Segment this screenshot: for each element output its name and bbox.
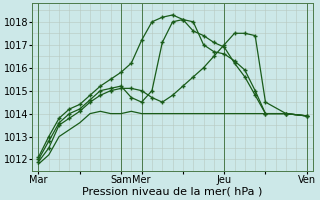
X-axis label: Pression niveau de la mer( hPa ): Pression niveau de la mer( hPa ) (83, 187, 263, 197)
